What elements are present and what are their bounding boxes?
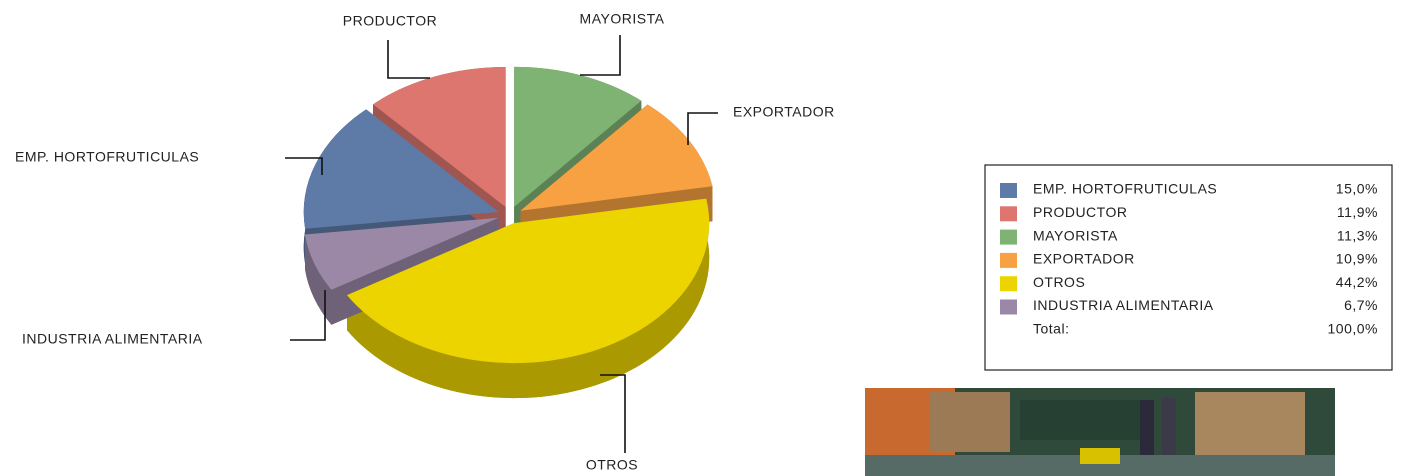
legend-total-value: 100,0% bbox=[1328, 321, 1378, 337]
slice-label: MAYORISTA bbox=[580, 11, 665, 27]
legend-value: 15,0% bbox=[1336, 181, 1378, 197]
photo-floor bbox=[1020, 400, 1140, 440]
legend-total-label: Total: bbox=[1033, 321, 1069, 337]
legend-value: 44,2% bbox=[1336, 274, 1378, 290]
photo-crate bbox=[1080, 448, 1120, 464]
legend-label: MAYORISTA bbox=[1033, 227, 1118, 243]
pie-slice bbox=[303, 109, 499, 229]
pie-slice bbox=[520, 104, 713, 211]
photo-person bbox=[1140, 400, 1154, 460]
photo-boxes bbox=[930, 392, 1010, 452]
legend-label: EXPORTADOR bbox=[1033, 251, 1135, 267]
photo-foreground bbox=[865, 455, 1335, 476]
slice-label: PRODUCTOR bbox=[343, 13, 437, 29]
leader-line bbox=[600, 374, 626, 453]
legend-swatch bbox=[1000, 206, 1017, 222]
leader-line bbox=[285, 157, 323, 175]
legend-value: 10,9% bbox=[1336, 251, 1378, 267]
legend-label: PRODUCTOR bbox=[1033, 204, 1127, 220]
legend-box bbox=[984, 164, 1393, 371]
legend-swatch bbox=[1000, 229, 1017, 245]
slice-label: EXPORTADOR bbox=[733, 104, 835, 120]
pie-tops bbox=[303, 66, 713, 364]
pie-slice bbox=[305, 217, 499, 290]
pie-slice bbox=[514, 66, 642, 207]
leader-line bbox=[687, 112, 718, 145]
slice-label: EMP. HORTOFRUTICULAS bbox=[15, 149, 199, 165]
pie-slice bbox=[373, 66, 506, 207]
legend-swatch bbox=[1000, 276, 1017, 292]
slice-labels: EMP. HORTOFRUTICULAS PRODUCTOR MAYORISTA EX… bbox=[15, 11, 835, 473]
slice-label: INDUSTRIA ALIMENTARIA bbox=[22, 331, 203, 347]
slice-label: OTROS bbox=[586, 457, 638, 473]
legend-value: 6,7% bbox=[1344, 297, 1378, 313]
leader-line bbox=[580, 35, 621, 76]
leader-line bbox=[387, 40, 430, 79]
pie-slice bbox=[346, 198, 710, 364]
slice-side bbox=[346, 198, 710, 399]
photo bbox=[865, 388, 1335, 476]
legend-swatch bbox=[1000, 299, 1017, 315]
legend-label: EMP. HORTOFRUTICULAS bbox=[1033, 181, 1217, 197]
legend-swatch bbox=[1000, 252, 1017, 268]
legend-label: INDUSTRIA ALIMENTARIA bbox=[1033, 297, 1214, 313]
legend-value: 11,9% bbox=[1337, 204, 1378, 220]
legend-swatch bbox=[1000, 183, 1017, 198]
leader-line bbox=[290, 290, 326, 341]
photo-person bbox=[1162, 398, 1176, 460]
legend: EMP. HORTOFRUTICULAS 15,0% PRODUCTOR 11,9% M… bbox=[1000, 181, 1378, 337]
legend-label: OTROS bbox=[1033, 274, 1085, 290]
legend-value: 11,3% bbox=[1337, 227, 1378, 243]
